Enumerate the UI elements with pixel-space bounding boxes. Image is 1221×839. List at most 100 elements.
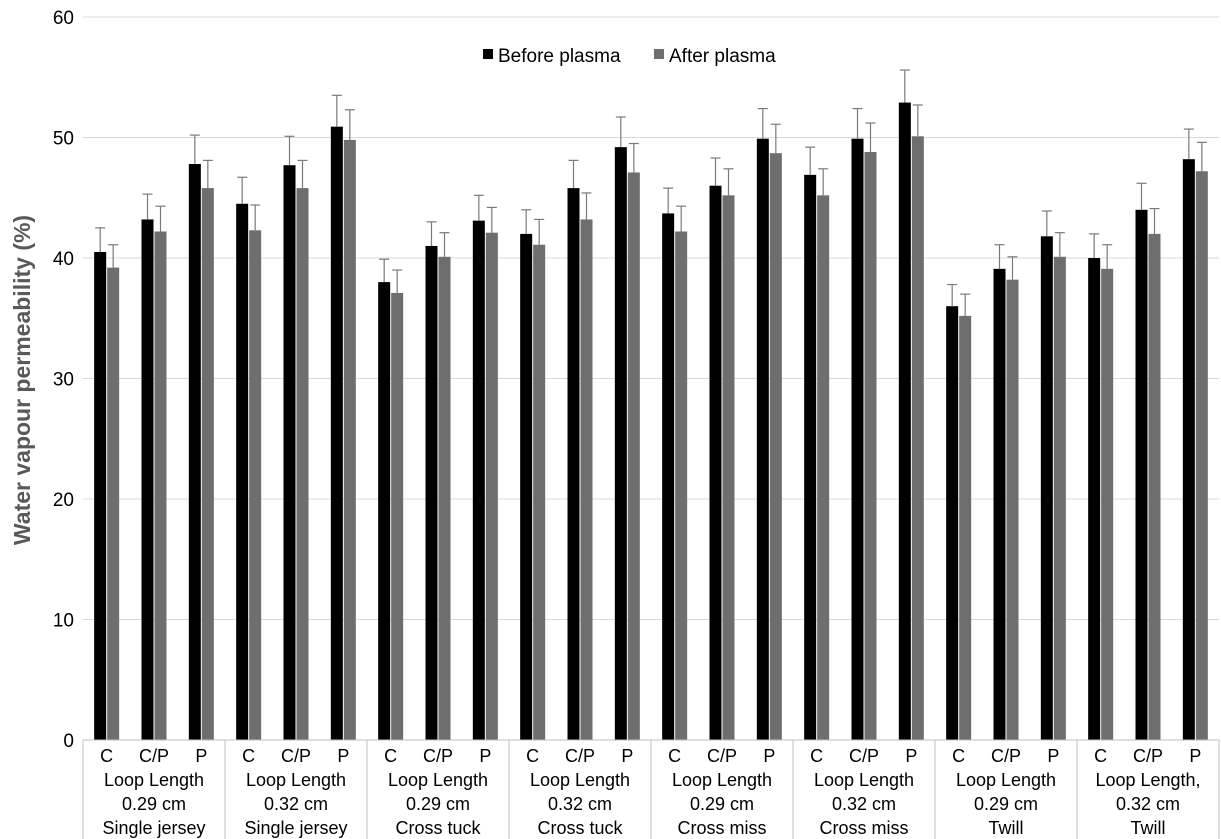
x-group-label: Loop Length [246,770,346,790]
x-group-label: 0.32 cm [1116,794,1180,814]
y-tick-label: 40 [53,249,74,270]
x-group-label: 0.32 cm [832,794,896,814]
bar [1088,258,1101,740]
bar [296,188,309,741]
x-subcategory-label: C/P [849,746,879,766]
x-subcategory-label: C [1094,746,1107,766]
x-axis: C C/P P C C/P P C C/P P C C/P P C C/P P C C/P P C C/P P C C/P P… [82,739,1220,839]
x-group-label: Single jersey [102,818,205,838]
x-group-label: 0.32 cm [548,794,612,814]
legend-label: After plasma [669,46,776,67]
x-group-label: 0.29 cm [406,794,470,814]
y-tick-label: 50 [53,129,74,150]
y-axis-label: Water vapour permeability (%) [9,215,35,545]
x-group-label: Loop Length [672,770,772,790]
y-tick-label: 60 [53,8,74,29]
legend: Before plasma After plasma [483,46,776,67]
bar [959,315,972,740]
bar [236,203,249,740]
x-subcategory-label: C/P [423,746,453,766]
bar [425,245,438,740]
x-group-label: 0.32 cm [264,794,328,814]
x-group-label: Loop Length, [1095,770,1200,790]
y-tick-label: 20 [53,490,74,511]
bars [94,102,1208,741]
bar [141,219,154,740]
x-subcategory-label: C [526,746,539,766]
bar [675,231,688,741]
x-subcategory-label: P [621,746,633,766]
x-group-label: 0.29 cm [122,794,186,814]
bar [472,220,485,740]
bar [1148,233,1161,740]
bar [817,195,830,741]
bar [627,172,640,740]
gridlines [83,16,1219,620]
legend-swatch [483,49,493,59]
x-subcategory-label: P [479,746,491,766]
bar [520,233,533,740]
x-group-label: Cross tuck [537,818,623,838]
y-tick-label: 10 [53,611,74,632]
x-subcategory-label: P [1047,746,1059,766]
x-subcategory-label: C [952,746,965,766]
x-group-label: Loop Length [388,770,488,790]
bar [946,306,959,740]
x-group-label: Loop Length [814,770,914,790]
bar [485,232,498,740]
y-tick-label: 0 [63,731,74,752]
bar [107,267,120,740]
bar [188,164,201,740]
bar [201,188,214,741]
x-subcategory-label: C/P [707,746,737,766]
bar [864,151,877,740]
x-subcategory-label: C [242,746,255,766]
bar [851,138,864,740]
error-bars [95,69,1207,316]
bar [662,213,675,741]
x-subcategory-label: C/P [1133,746,1163,766]
bar [391,292,404,740]
x-group-label: Twill [1131,818,1166,838]
bar [898,102,911,741]
x-subcategory-label: C/P [565,746,595,766]
bar [1135,209,1148,741]
bar [804,174,817,741]
y-tick-label: 30 [53,370,74,391]
bar [283,165,296,741]
x-subcategory-label: C/P [281,746,311,766]
bar [1006,279,1019,740]
bar [1182,159,1195,740]
bar [378,282,391,740]
legend-swatch [654,49,664,59]
x-group-label: Cross miss [678,818,767,838]
bar [1040,236,1053,740]
x-subcategory-label: C/P [139,746,169,766]
x-subcategory-label: C [810,746,823,766]
bar [154,231,167,741]
bar [567,188,580,741]
bar [249,230,262,740]
bar [1053,256,1066,740]
bar [756,138,769,740]
x-group-label: Loop Length [104,770,204,790]
bar [614,147,627,740]
bar [580,219,593,740]
bar [94,251,107,740]
x-subcategory-label: C/P [991,746,1021,766]
x-group-label: 0.29 cm [974,794,1038,814]
x-subcategory-label: P [905,746,917,766]
bar [330,126,343,740]
x-subcategory-label: C [668,746,681,766]
x-subcategory-label: P [763,746,775,766]
x-subcategory-label: C [384,746,397,766]
x-group-label: 0.29 cm [690,794,754,814]
bar [438,256,451,740]
x-group-label: Cross miss [820,818,909,838]
x-subcategory-label: C [100,746,113,766]
bar [993,268,1006,740]
x-group-label: Loop Length [530,770,630,790]
bar [769,153,782,741]
bar [533,244,546,740]
